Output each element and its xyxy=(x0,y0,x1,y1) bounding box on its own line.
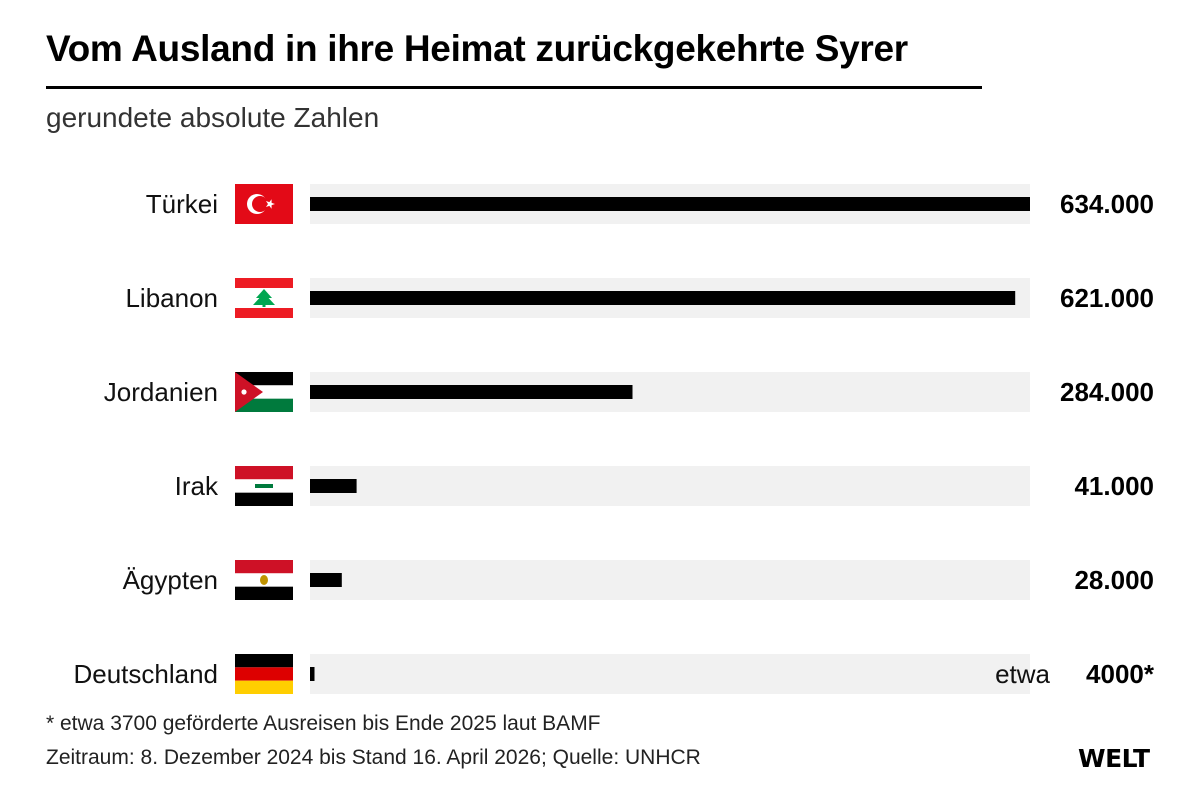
chart-subtitle: gerundete absolute Zahlen xyxy=(46,102,380,133)
bar xyxy=(310,291,1016,305)
chart-title: Vom Ausland in ihre Heimat zurückgekehrt… xyxy=(46,28,908,69)
bar-track xyxy=(310,466,1030,506)
value-prefix: etwa xyxy=(995,659,1050,689)
category-label: Jordanien xyxy=(104,377,218,407)
bar xyxy=(310,667,315,681)
jordan-flag-icon xyxy=(235,372,293,412)
bar-track xyxy=(310,654,1030,694)
footnote-note: * etwa 3700 geförderte Ausreisen bis End… xyxy=(46,712,601,735)
germany-flag-icon xyxy=(235,654,293,694)
bar xyxy=(310,573,342,587)
value-label: 4000* xyxy=(1086,659,1155,689)
turkey-flag-icon xyxy=(235,184,293,224)
bar-track xyxy=(310,560,1030,600)
value-label: 41.000 xyxy=(1074,471,1154,501)
category-label: Libanon xyxy=(125,283,218,313)
bar xyxy=(310,197,1030,211)
egypt-flag-icon xyxy=(235,560,293,600)
value-label: 621.000 xyxy=(1060,283,1154,313)
title-underline xyxy=(46,86,982,89)
lebanon-flag-icon xyxy=(235,278,293,318)
bar xyxy=(310,385,633,399)
welt-logo: WELT xyxy=(1078,744,1150,773)
iraq-flag-icon xyxy=(235,466,293,506)
value-label: 284.000 xyxy=(1060,377,1154,407)
bar xyxy=(310,479,357,493)
category-label: Deutschland xyxy=(73,659,218,689)
footnote-source: Zeitraum: 8. Dezember 2024 bis Stand 16.… xyxy=(46,746,701,769)
value-label: 28.000 xyxy=(1074,565,1154,595)
category-label: Ägypten xyxy=(123,565,218,595)
value-label: 634.000 xyxy=(1060,189,1154,219)
category-label: Türkei xyxy=(146,189,218,219)
category-label: Irak xyxy=(175,471,219,501)
